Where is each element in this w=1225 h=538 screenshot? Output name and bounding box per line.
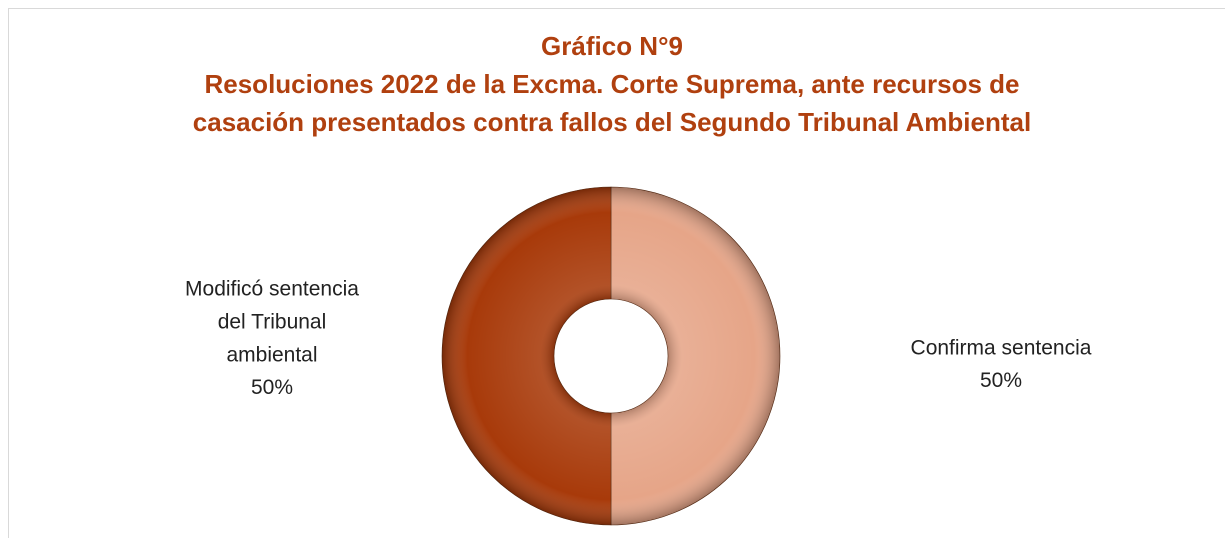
value-label: 50% — [251, 376, 293, 399]
chart-frame — [8, 8, 1225, 538]
chart-title: casación presentados contra fallos del S… — [193, 107, 1031, 137]
chart-title: Resoluciones 2022 de la Excma. Corte Sup… — [204, 69, 1019, 99]
category-label: Modificó sentencia del Tribunal ambiental — [185, 277, 359, 366]
donut-slice — [441, 186, 612, 526]
value-label: 50% — [980, 369, 1022, 392]
category-label: Confirma sentencia — [911, 336, 1092, 359]
donut-slice — [610, 186, 781, 526]
chart-title: Gráfico N°9 — [541, 31, 683, 61]
